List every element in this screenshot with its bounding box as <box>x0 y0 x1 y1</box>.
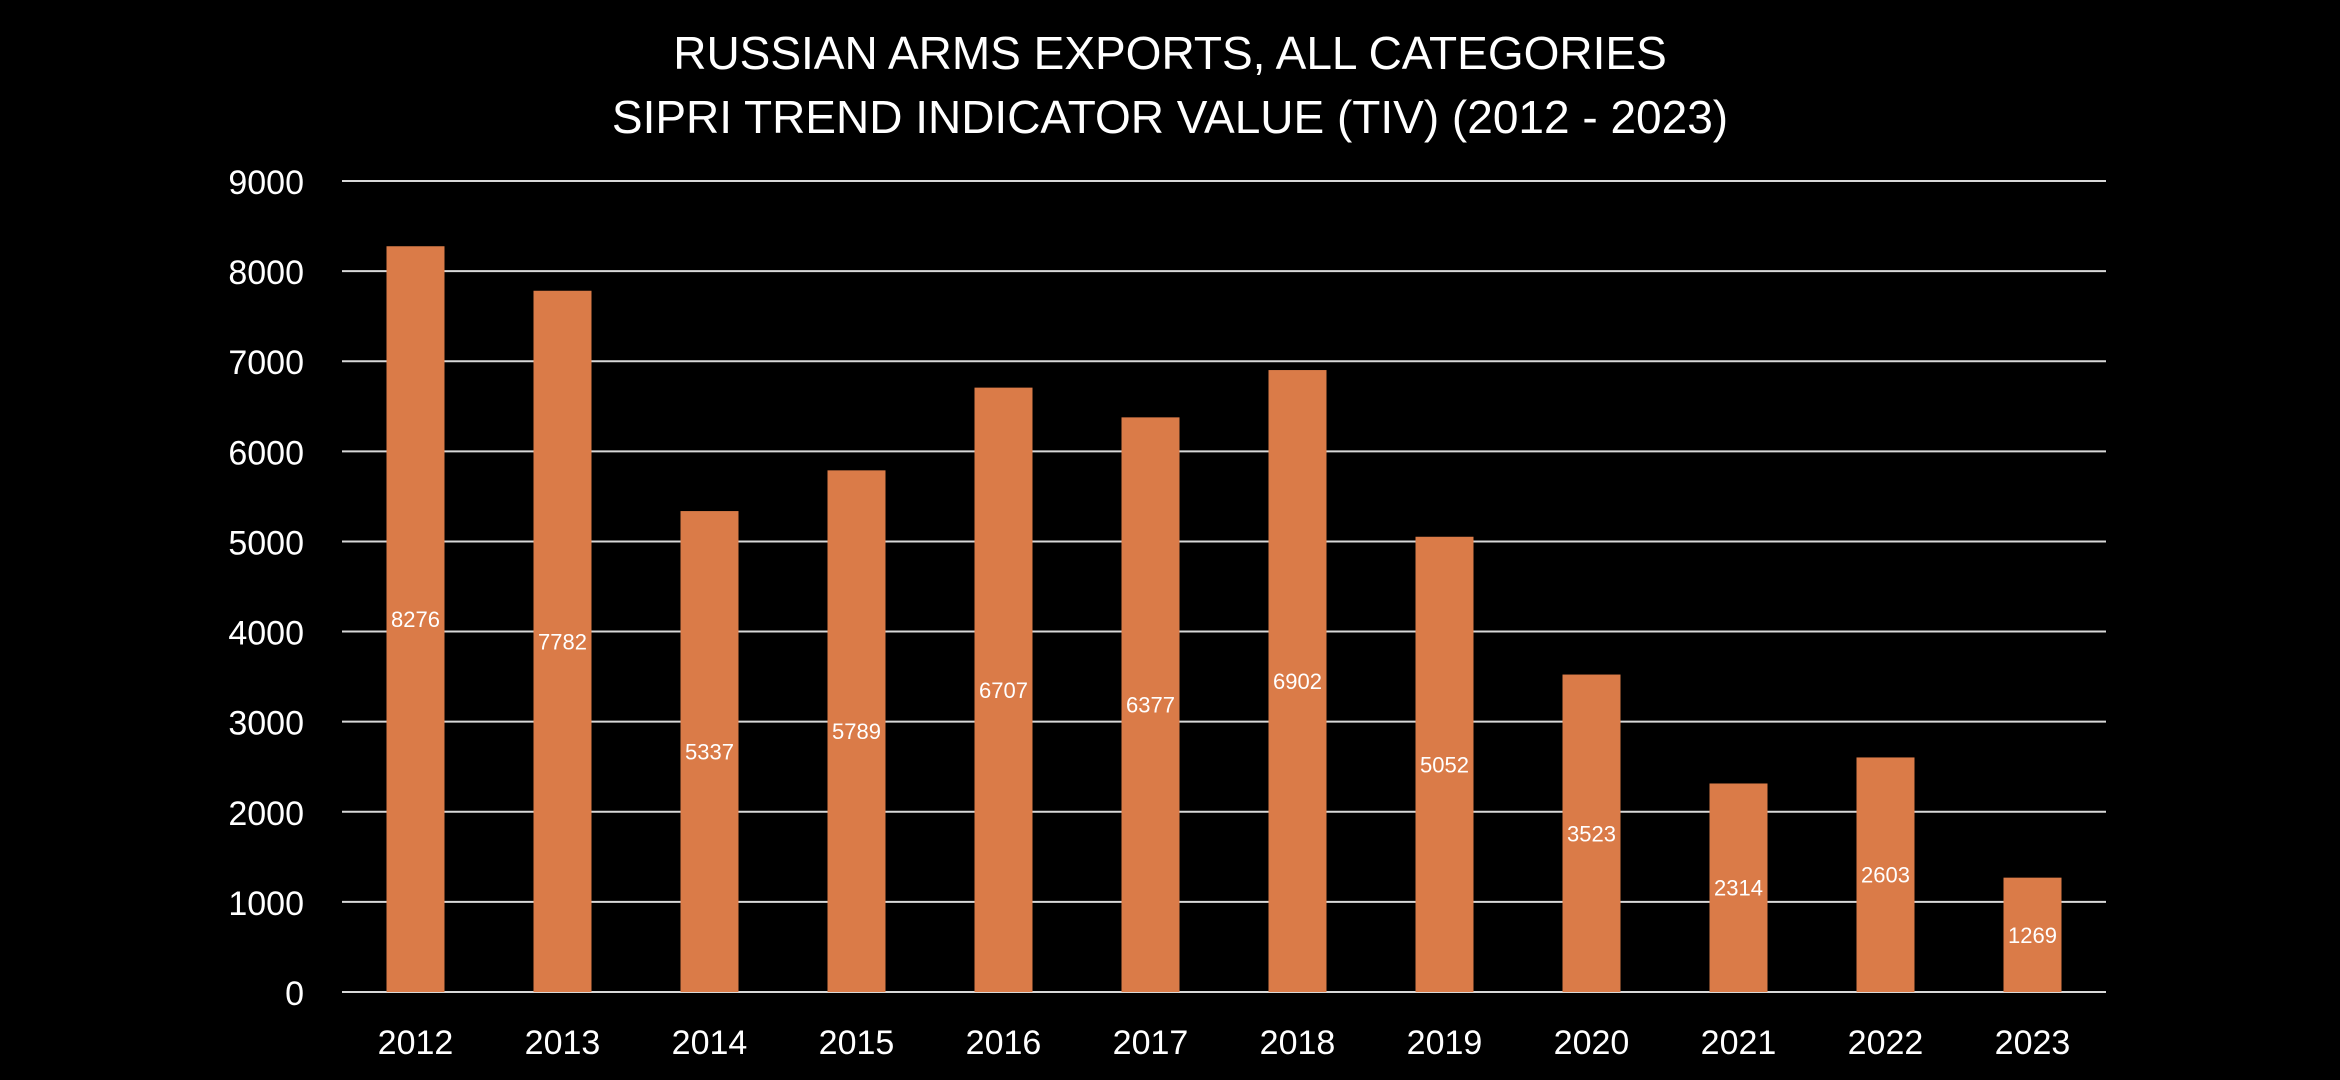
gridlines <box>342 180 2106 993</box>
y-tick-label: 7000 <box>228 344 304 382</box>
data-label-2023: 1269 <box>2008 923 2057 948</box>
y-tick-label: 9000 <box>228 164 304 202</box>
x-tick-label: 2021 <box>1701 1024 1777 1062</box>
y-tick-label: 3000 <box>228 705 304 743</box>
bars <box>386 246 2062 993</box>
x-tick-label: 2012 <box>378 1024 454 1062</box>
x-tick-label: 2020 <box>1554 1024 1630 1062</box>
y-tick-label: 5000 <box>228 524 304 562</box>
bar-2020 <box>1562 674 1621 992</box>
y-tick-label: 1000 <box>228 885 304 923</box>
x-axis-ticks: 2012 2013 2014 2015 2016 2017 2018 2019 2020 2021… <box>378 1024 2071 1062</box>
data-label-2015: 5789 <box>832 719 881 744</box>
chart-subtitle: SIPRI TREND INDICATOR VALUE (TIV) (2012 … <box>611 91 1729 143</box>
bar-2018 <box>1268 370 1327 992</box>
x-tick-label: 2023 <box>1995 1024 2071 1062</box>
bar-2023 <box>2003 877 2062 992</box>
data-label-2021: 2314 <box>1714 876 1763 901</box>
bar-2014 <box>680 511 739 992</box>
bar-2019 <box>1415 536 1474 992</box>
x-tick-label: 2022 <box>1848 1024 1924 1062</box>
x-tick-label: 2016 <box>966 1024 1042 1062</box>
x-tick-label: 2017 <box>1113 1024 1189 1062</box>
bar-2022 <box>1856 757 1915 992</box>
bar-2016 <box>974 387 1033 993</box>
data-labels: 8276 7782 5337 5789 6707 6377 6902 5052 3523 2314… <box>391 607 2057 948</box>
data-label-2020: 3523 <box>1567 821 1616 846</box>
data-label-2016: 6707 <box>979 678 1028 703</box>
bar-2015 <box>827 470 886 992</box>
x-tick-label: 2013 <box>525 1024 601 1062</box>
x-tick-label: 2015 <box>819 1024 895 1062</box>
data-label-2013: 7782 <box>538 629 587 654</box>
chart-title: RUSSIAN ARMS EXPORTS, ALL CATEGORIES <box>673 27 1667 79</box>
y-tick-label: 8000 <box>228 254 304 292</box>
data-label-2022: 2603 <box>1861 863 1910 888</box>
x-tick-label: 2018 <box>1260 1024 1336 1062</box>
y-tick-label: 0 <box>285 975 304 1013</box>
y-tick-label: 6000 <box>228 434 304 472</box>
data-label-2017: 6377 <box>1126 693 1175 718</box>
data-label-2014: 5337 <box>685 740 734 765</box>
y-tick-label: 4000 <box>228 615 304 653</box>
bar-2021 <box>1709 783 1768 992</box>
data-label-2012: 8276 <box>391 607 440 632</box>
x-tick-label: 2019 <box>1407 1024 1483 1062</box>
x-tick-label: 2014 <box>672 1024 748 1062</box>
data-label-2018: 6902 <box>1273 669 1322 694</box>
bar-2012 <box>386 246 445 992</box>
y-tick-label: 2000 <box>228 795 304 833</box>
bar-2013 <box>533 290 592 992</box>
bar-2017 <box>1121 417 1180 992</box>
y-axis-ticks: 0 1000 2000 3000 4000 5000 6000 7000 8000 9000 <box>228 164 304 1013</box>
data-label-2019: 5052 <box>1420 752 1469 777</box>
